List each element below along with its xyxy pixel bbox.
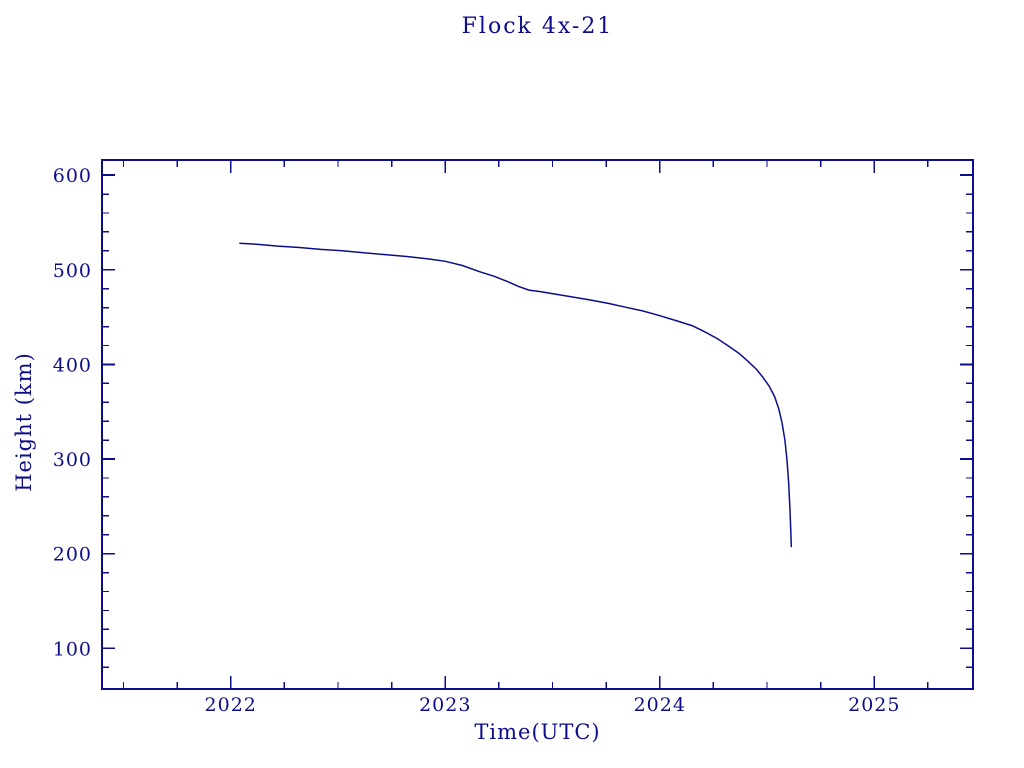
chart-title: Flock 4x-21: [461, 14, 614, 39]
plot-border: [101, 159, 974, 690]
x-tick-label: 2025: [848, 694, 900, 716]
y-tick-label: 100: [53, 638, 92, 660]
y-tick-label: 200: [53, 544, 92, 566]
y-tick-label: 500: [53, 260, 92, 282]
x-axis-title: Time(UTC): [474, 720, 601, 744]
height-series-line: [239, 242, 793, 548]
y-tick-label: 600: [53, 165, 92, 187]
y-tick-label: 300: [53, 449, 92, 471]
x-tick-label: 2023: [419, 694, 471, 716]
x-tick-label: 2024: [634, 694, 686, 716]
y-tick-label: 400: [53, 354, 92, 376]
x-tick-label: 2022: [205, 694, 257, 716]
